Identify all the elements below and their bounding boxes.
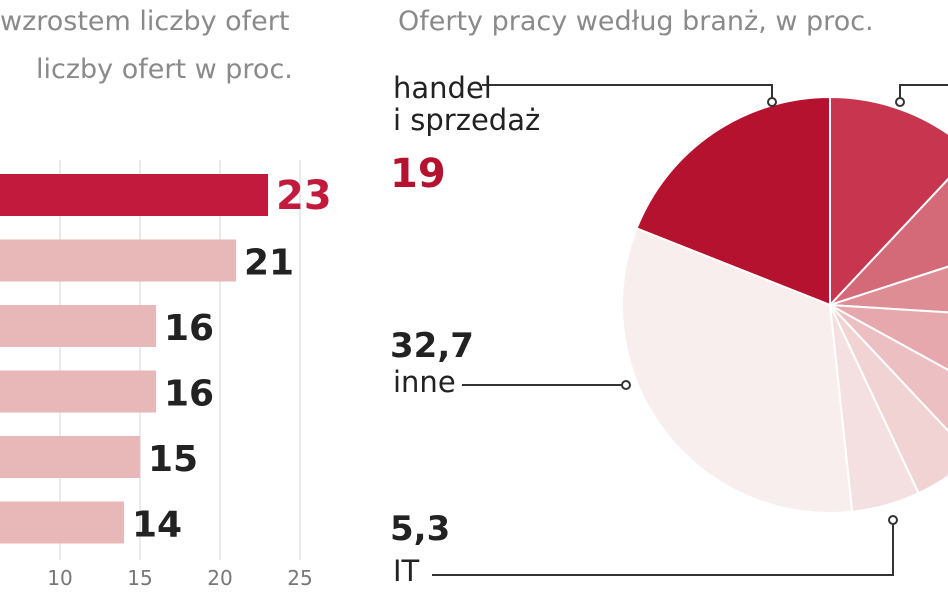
bar-value-label: 23	[276, 173, 332, 219]
pie-slice	[829, 177, 948, 306]
leader-line	[899, 84, 948, 102]
bar-value-label: 21	[244, 243, 294, 284]
pie-category-label: inne	[393, 365, 456, 399]
leader-dot	[895, 97, 905, 107]
bar	[0, 239, 236, 282]
pie-category-label: handel i sprzedaż	[393, 71, 541, 137]
leader-lines	[432, 84, 948, 576]
leader-line	[482, 84, 773, 102]
x-tick-label: 10	[47, 566, 72, 590]
leader-dot	[767, 97, 777, 107]
leader-line	[432, 523, 894, 576]
pie-category-label: IT	[393, 554, 420, 588]
pie-value-label: 5,3	[390, 509, 451, 549]
bar-value-label: 14	[132, 505, 182, 546]
leader-dot	[888, 515, 898, 525]
bar-value-label: 15	[148, 439, 198, 480]
leader-dot	[621, 380, 631, 390]
bar	[0, 174, 268, 216]
bar	[0, 501, 124, 544]
pie-slice	[621, 227, 854, 514]
bar-subtitle: liczby ofert w proc.	[36, 54, 293, 85]
pie-value-label: 19	[390, 151, 446, 197]
pie-slice	[829, 95, 948, 308]
leader-dots	[621, 97, 905, 525]
pie-value-label: 32,7	[390, 326, 474, 366]
pie-title: Oferty pracy według branż, w proc.	[398, 6, 874, 37]
bar	[0, 305, 156, 347]
bar-value-label: 16	[164, 374, 214, 415]
pie-slice	[829, 265, 948, 314]
x-tick-label: 25	[287, 566, 312, 590]
bar-value-label: 16	[164, 308, 214, 349]
x-tick-label: 15	[127, 566, 152, 590]
x-tick-label: 20	[207, 566, 232, 590]
bar	[0, 370, 156, 413]
pie-slice	[635, 95, 831, 307]
bar	[0, 436, 140, 478]
bar-title: wzrostem liczby ofert	[0, 6, 289, 37]
pie-slice	[829, 304, 948, 372]
